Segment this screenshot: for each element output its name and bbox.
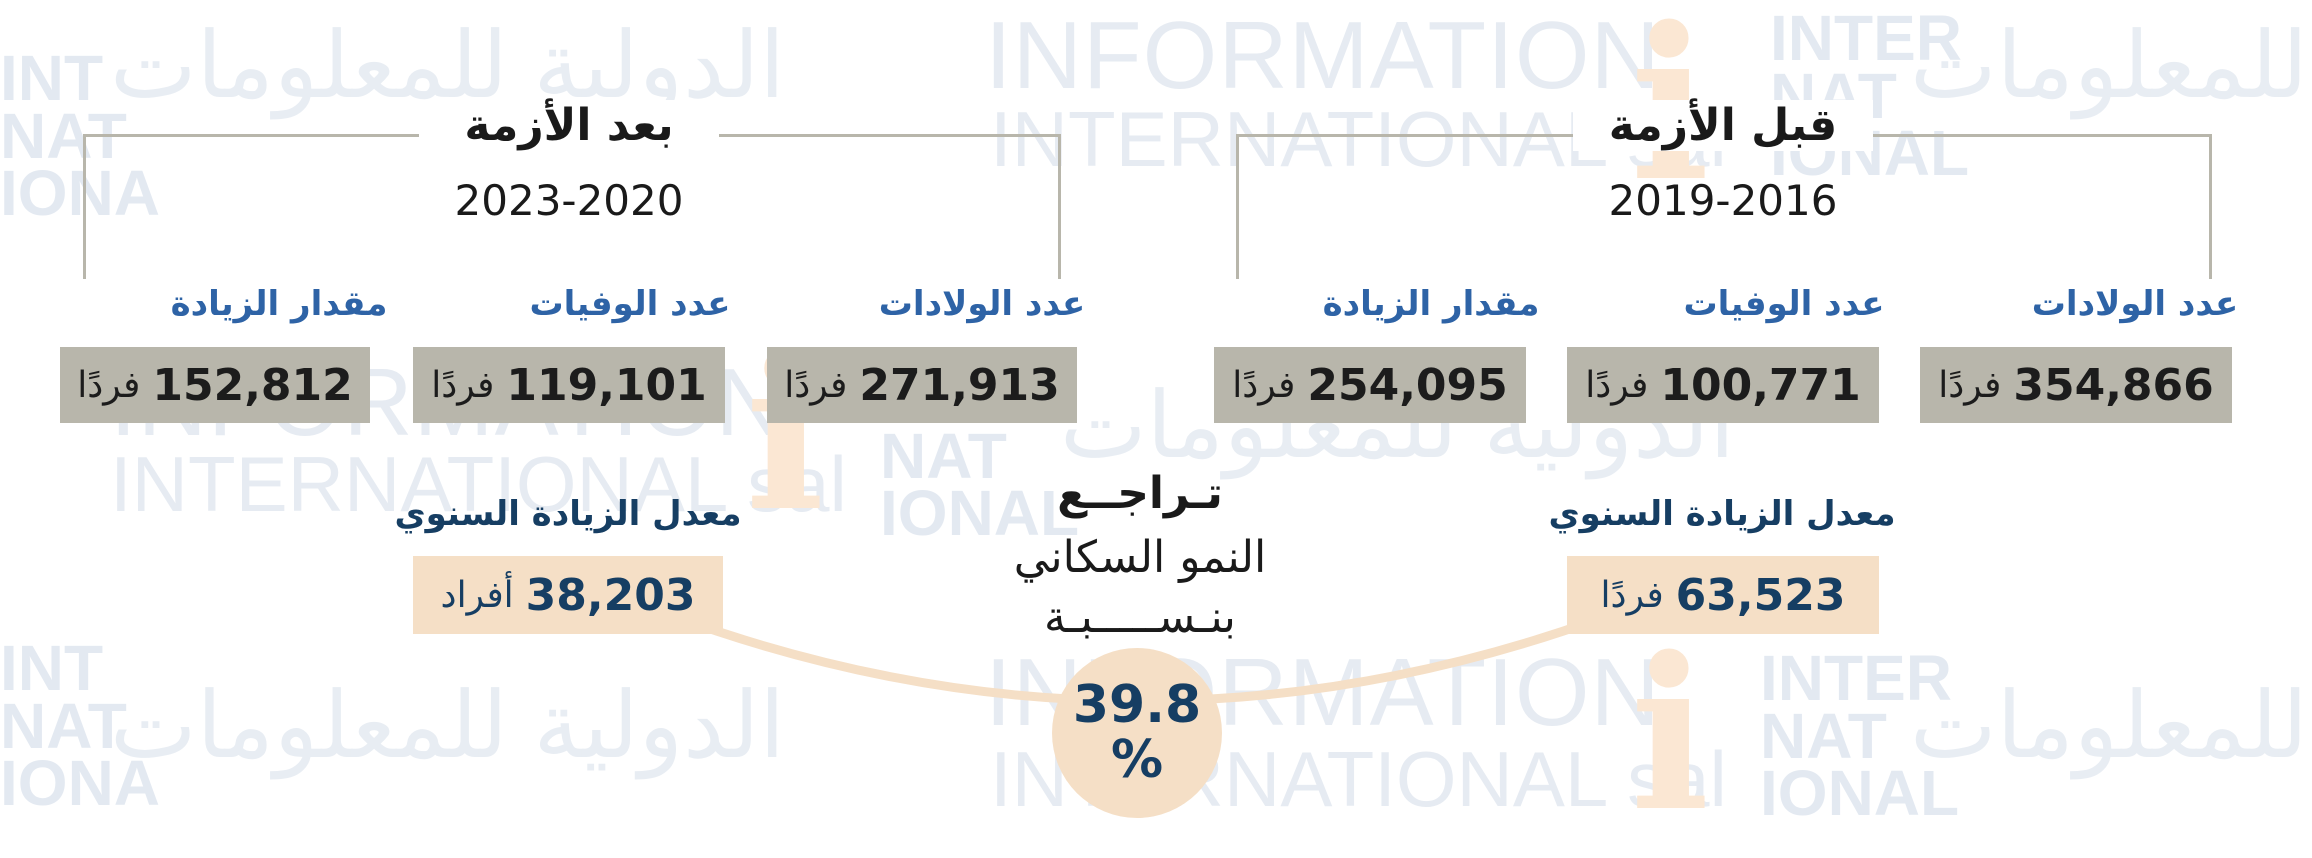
before-annual-box: 63,523 فردًا [1567, 556, 1879, 634]
after-deaths-value: 119,101 [506, 359, 707, 411]
after-annual-unit: أفراد [440, 574, 514, 616]
before-years: 2019-2016 [1608, 176, 1838, 225]
decline-percent-sign: % [1110, 730, 1164, 790]
after-label-increase: مقدار الزيادة [170, 284, 388, 324]
before-title: قبل الأزمة [1573, 100, 1873, 151]
after-title: بعد الأزمة [419, 100, 719, 151]
before-box-increase: 254,095 فردًا [1214, 347, 1526, 423]
after-births-unit: فردًا [784, 364, 848, 406]
after-increase-value: 152,812 [152, 359, 353, 411]
decline-line1: تـراجــع [1057, 468, 1223, 519]
after-box-increase: 152,812 فردًا [60, 347, 370, 423]
before-births-value: 354,866 [2013, 359, 2214, 411]
before-annual-unit: فردًا [1600, 574, 1664, 616]
after-annual-label: معدل الزيادة السنوي [394, 494, 742, 534]
before-annual-value: 63,523 [1675, 569, 1846, 621]
decline-percent-circle: 39.8 % [1052, 648, 1222, 818]
decline-line2: النمو السكاني [1013, 532, 1267, 583]
before-label-births: عدد الولادات [2031, 284, 2239, 324]
before-increase-unit: فردًا [1232, 364, 1296, 406]
after-increase-unit: فردًا [77, 364, 141, 406]
before-increase-value: 254,095 [1307, 359, 1508, 411]
after-box-deaths: 119,101 فردًا [413, 347, 725, 423]
after-label-deaths: عدد الوفيات [529, 284, 731, 324]
decline-percent-value: 39.8 [1072, 675, 1202, 736]
before-box-deaths: 100,771 فردًا [1567, 347, 1879, 423]
after-births-value: 271,913 [859, 359, 1060, 411]
after-box-births: 271,913 فردًا [767, 347, 1077, 423]
before-births-unit: فردًا [1938, 364, 2002, 406]
after-annual-value: 38,203 [525, 569, 696, 621]
after-annual-box: 38,203 أفراد [413, 556, 723, 634]
before-annual-label: معدل الزيادة السنوي [1548, 494, 1896, 534]
after-deaths-unit: فردًا [431, 364, 495, 406]
before-label-deaths: عدد الوفيات [1683, 284, 1885, 324]
decline-line3: بنـســـــبـة [1044, 592, 1236, 643]
before-deaths-unit: فردًا [1585, 364, 1649, 406]
after-label-births: عدد الولادات [878, 284, 1086, 324]
before-label-increase: مقدار الزيادة [1322, 284, 1540, 324]
after-years: 2023-2020 [454, 176, 684, 225]
before-box-births: 354,866 فردًا [1920, 347, 2232, 423]
before-deaths-value: 100,771 [1660, 359, 1861, 411]
